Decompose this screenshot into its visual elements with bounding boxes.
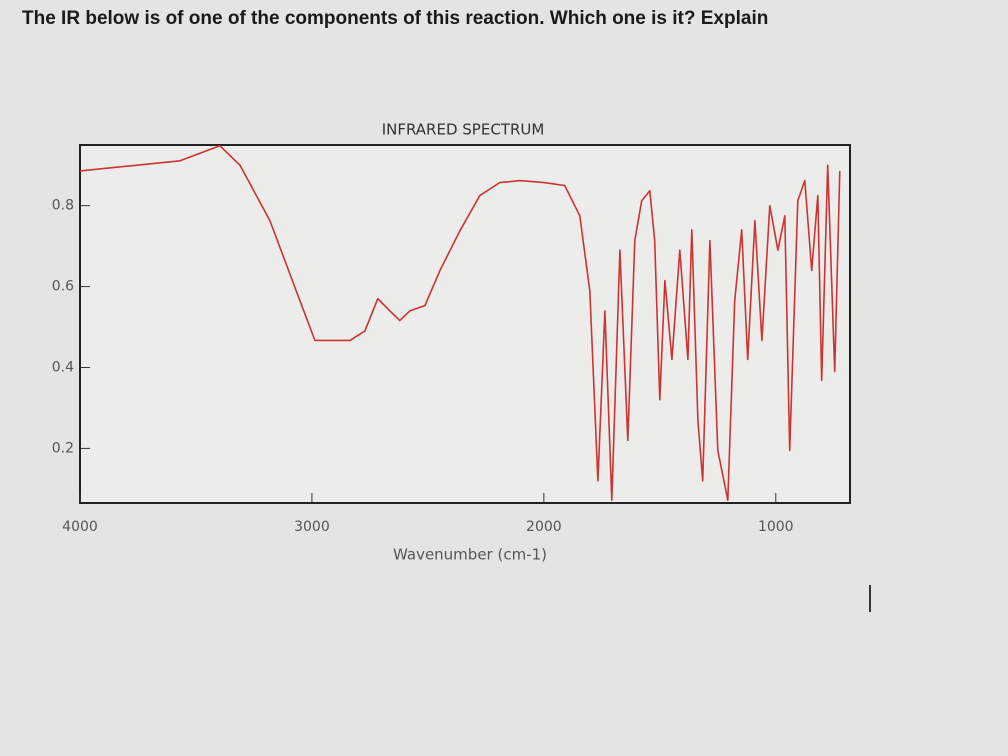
y-tick-label: 0.2 xyxy=(52,440,74,456)
plot-frame xyxy=(79,144,851,504)
chart-title: INFRARED SPECTRUM xyxy=(382,121,545,139)
y-tick-label: 0.4 xyxy=(52,359,74,375)
x-tick-label: 3000 xyxy=(294,519,330,535)
y-tick-label: 0.8 xyxy=(52,198,74,214)
x-axis-label: Wavenumber (cm-1) xyxy=(393,546,547,564)
x-tick-label: 4000 xyxy=(62,519,98,535)
x-tick-label: 1000 xyxy=(758,519,794,535)
question-text: The IR below is of one of the components… xyxy=(22,8,769,29)
y-tick-label: 0.6 xyxy=(52,279,74,295)
x-tick-label: 2000 xyxy=(526,519,562,535)
spectrum-line xyxy=(79,145,841,501)
